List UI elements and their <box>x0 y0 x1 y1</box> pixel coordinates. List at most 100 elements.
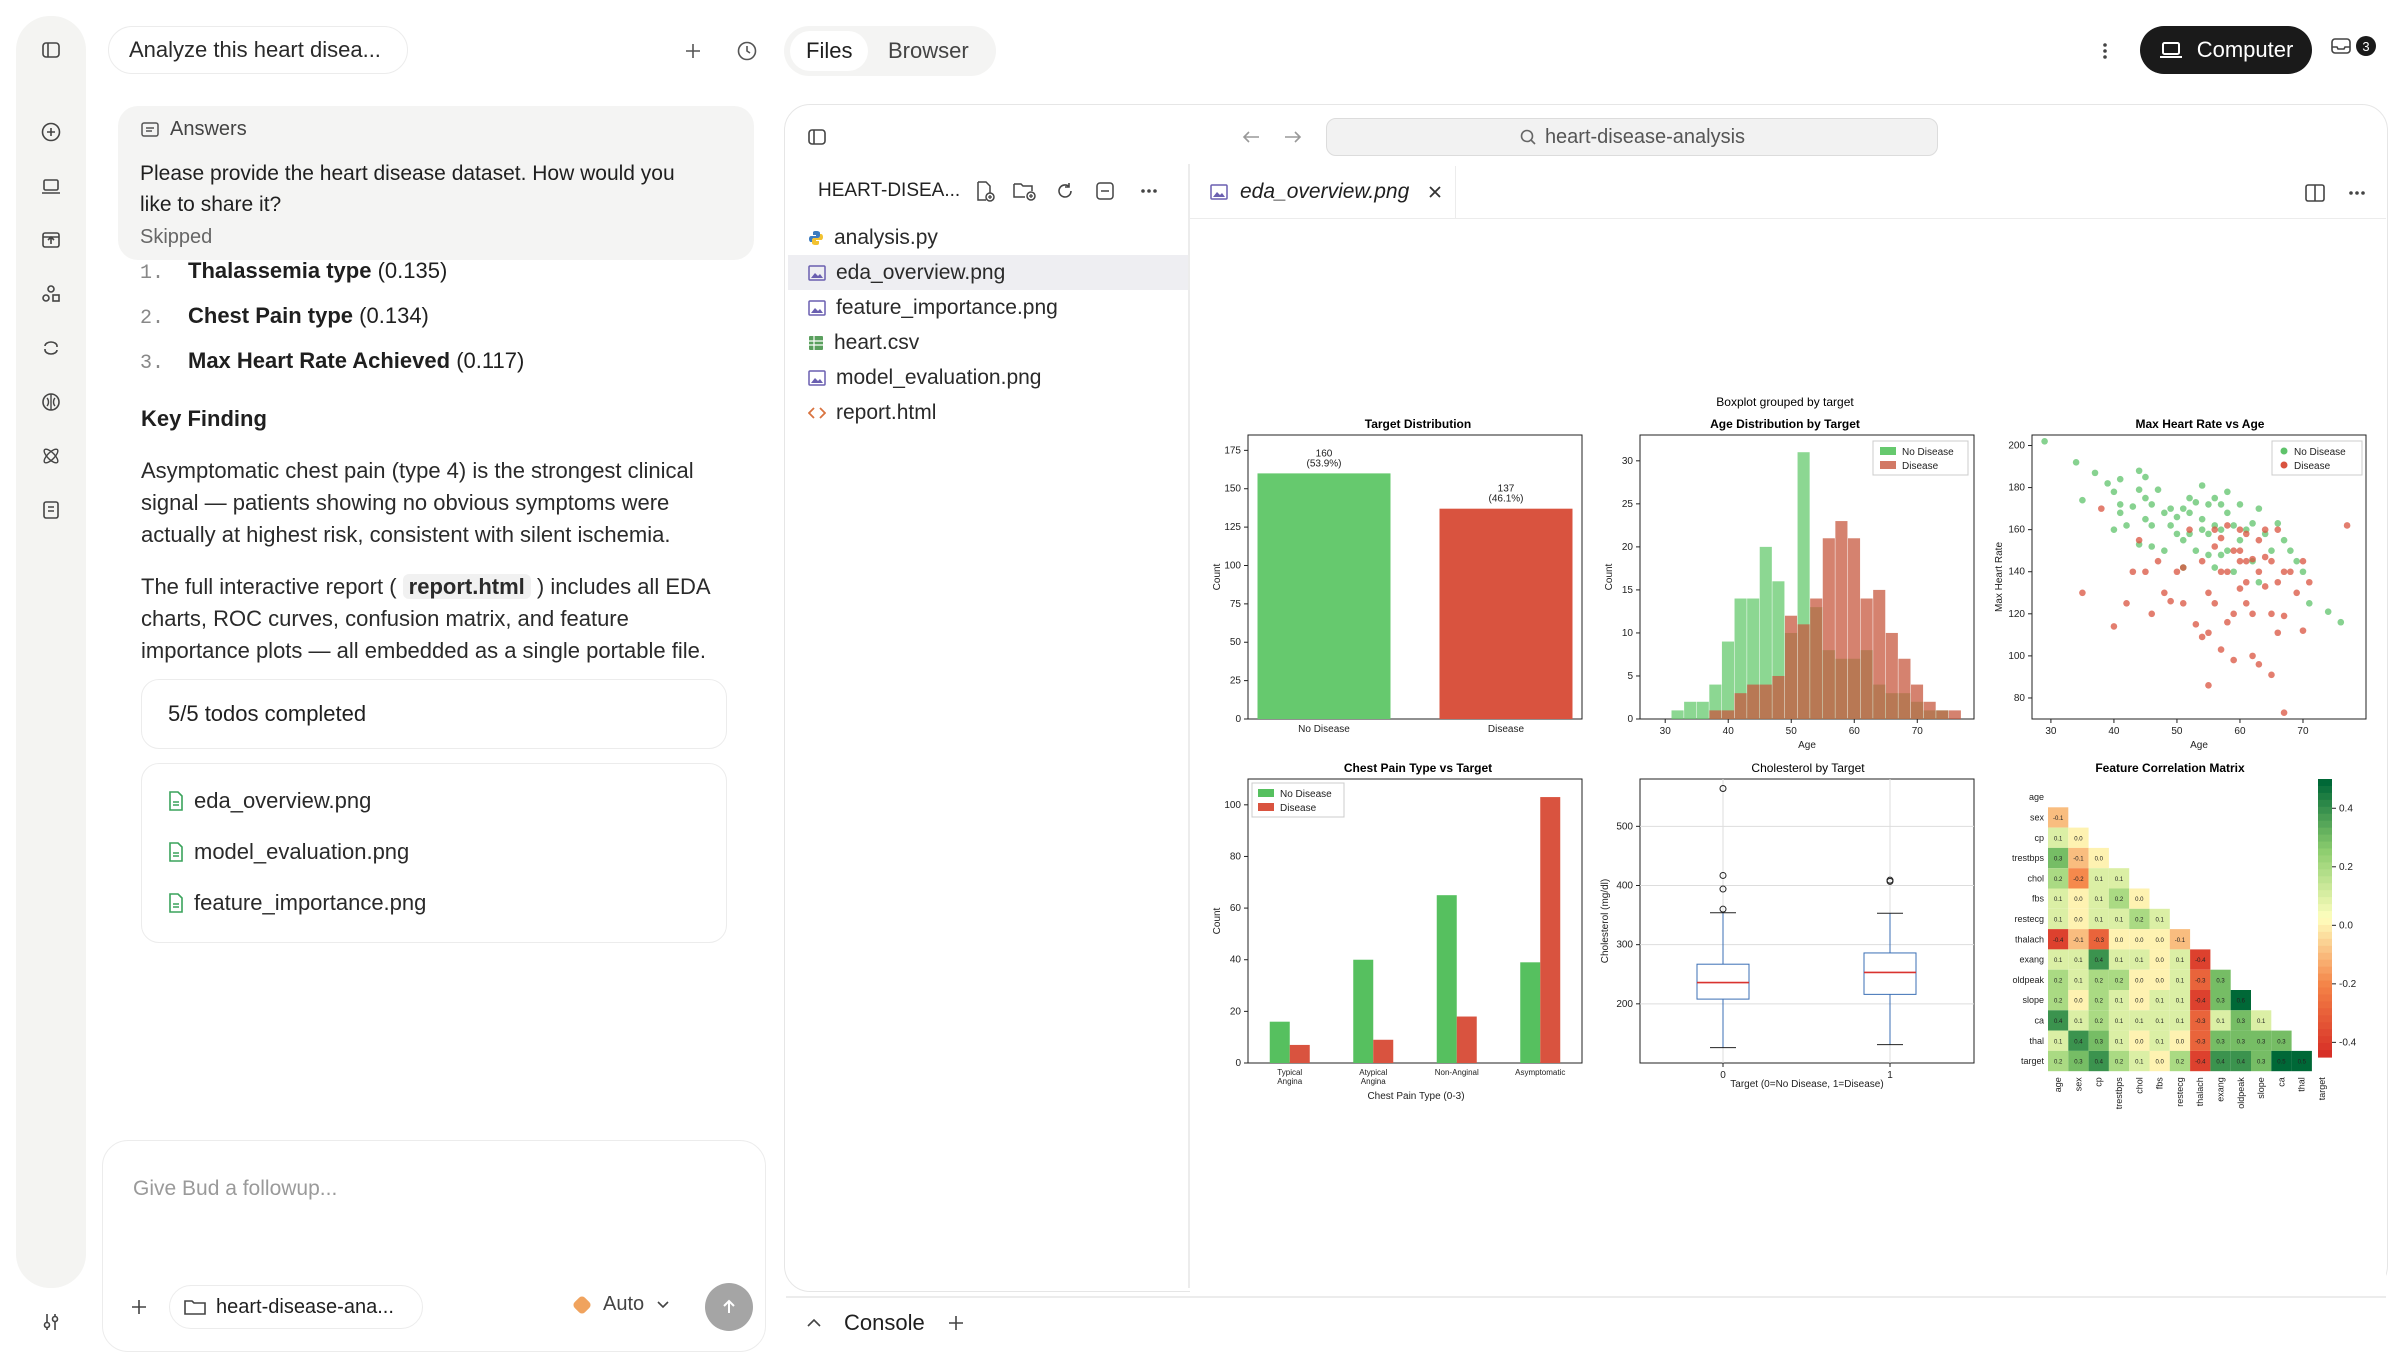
loop-icon[interactable] <box>27 324 75 372</box>
followup-input[interactable]: Give Bud a followup... <box>133 1177 338 1200</box>
inbox-button[interactable]: 3 <box>2330 36 2376 56</box>
sidebar-toggle-icon[interactable] <box>27 26 75 74</box>
scatter-point <box>2198 482 2206 489</box>
file-tree-item-selected[interactable]: eda_overview.png <box>788 255 1188 290</box>
new-file-icon[interactable] <box>970 176 1000 206</box>
new-chat-icon[interactable] <box>27 108 75 156</box>
settings-sliders-icon[interactable] <box>27 1298 75 1346</box>
file-tree-item[interactable]: heart.csv <box>788 325 1188 360</box>
histogram-bar <box>1759 546 1772 719</box>
cell-label: 0.1 <box>2054 897 2063 903</box>
explorer-root[interactable]: HEART-DISEA... <box>818 180 961 201</box>
heatmap-cell <box>2048 1030 2069 1051</box>
heatmap-cell <box>2088 969 2109 990</box>
shapes-icon[interactable] <box>27 270 75 318</box>
refresh-icon[interactable] <box>1050 176 1080 206</box>
file-tree-item[interactable]: report.html <box>788 395 1188 430</box>
cell-label: 0.1 <box>2135 1019 2144 1025</box>
laptop-icon[interactable] <box>27 162 75 210</box>
mode-selector[interactable]: Auto <box>571 1293 670 1316</box>
skipped-label: Skipped <box>140 226 213 248</box>
y-axis-label: Count <box>1212 563 1223 590</box>
file-tree-item[interactable]: model_evaluation.png <box>788 360 1188 395</box>
chat-title[interactable]: Analyze this heart disea... <box>108 26 408 74</box>
atom-icon[interactable] <box>27 432 75 480</box>
output-file-item[interactable]: model_evaluation.png <box>168 839 409 865</box>
legend-item: Disease <box>1280 803 1317 814</box>
heatmap-cell <box>2129 949 2150 970</box>
scatter-point <box>2098 505 2105 512</box>
console-add-icon[interactable] <box>947 1314 965 1332</box>
chevron-up-icon[interactable] <box>806 1317 822 1329</box>
cell-label: 0.0 <box>2095 857 2104 863</box>
split-view-icon[interactable] <box>2298 176 2332 210</box>
tab-files[interactable]: Files <box>790 31 869 71</box>
output-file-item[interactable]: feature_importance.png <box>168 890 426 916</box>
scatter-point <box>2211 599 2219 607</box>
scatter-point <box>2154 486 2162 493</box>
report-file-chip[interactable]: report.html <box>402 574 531 599</box>
x-tick-label: 60 <box>2234 726 2246 737</box>
y-tick-label: ca <box>2034 1015 2044 1025</box>
console-bar[interactable]: Console <box>806 1310 965 1336</box>
colorbar-tick-label: 0.4 <box>2339 803 2353 814</box>
heatmap-cell <box>2088 929 2109 950</box>
chart-title: Chest Pain Type vs Target <box>1344 761 1492 775</box>
scatter-point <box>2110 526 2118 533</box>
colorbar-segment <box>2318 1043 2332 1051</box>
scatter-point <box>2261 526 2269 533</box>
collapse-icon[interactable] <box>1090 176 1120 206</box>
editor-tab-active[interactable]: eda_overview.png <box>1190 166 1456 218</box>
back-arrow-icon[interactable] <box>1234 120 1268 154</box>
new-tab-plus-icon[interactable] <box>676 34 710 68</box>
brain-icon[interactable] <box>27 378 75 426</box>
more-horizontal-icon[interactable] <box>1134 176 1164 206</box>
chart-title: Age Distribution by Target <box>1710 417 1860 431</box>
left-rail <box>16 16 86 1288</box>
scatter-point <box>2205 589 2212 597</box>
cell-label: 0.1 <box>2135 958 2144 964</box>
histogram-bar <box>1910 684 1924 719</box>
tab-browser[interactable]: Browser <box>888 38 969 63</box>
heatmap-cell <box>2230 1010 2251 1031</box>
y-tick-label: trestbps <box>2012 853 2045 863</box>
more-horizontal-icon[interactable] <box>2340 176 2374 210</box>
address-bar[interactable]: heart-disease-analysis <box>1326 118 1938 156</box>
todos-summary[interactable]: 5/5 todos completed <box>141 679 727 749</box>
heatmap-cell <box>2068 1050 2089 1072</box>
console-label[interactable]: Console <box>844 1310 925 1335</box>
more-vertical-icon[interactable] <box>2090 34 2120 68</box>
x-tick-label: fbs <box>2155 1077 2165 1090</box>
new-folder-icon[interactable] <box>1010 176 1040 206</box>
notebook-icon[interactable] <box>27 486 75 534</box>
heatmap-cell <box>2210 1050 2231 1072</box>
scatter-point <box>2236 501 2244 508</box>
panel-toggle-icon[interactable] <box>800 120 834 154</box>
scatter-point <box>2205 530 2212 538</box>
histogram-bar <box>1822 538 1835 719</box>
y-tick-label: 80 <box>2014 693 2026 704</box>
upload-icon[interactable] <box>27 216 75 264</box>
cell-label: 0.1 <box>2176 999 2185 1005</box>
computer-button[interactable]: Computer <box>2140 26 2312 74</box>
x-axis-label: Chest Pain Type (0-3) <box>1367 1091 1464 1102</box>
close-icon[interactable] <box>1427 184 1443 200</box>
y-tick-label: 150 <box>1224 484 1241 495</box>
send-arrow-icon[interactable] <box>705 1283 753 1331</box>
heatmap-cell <box>2169 1050 2191 1072</box>
scatter-point <box>2249 520 2256 527</box>
output-file-item[interactable]: eda_overview.png <box>168 788 371 814</box>
chevron-down-icon <box>656 1300 670 1310</box>
folder-chip[interactable]: heart-disease-ana... <box>169 1285 423 1329</box>
box <box>1696 963 1750 1000</box>
file-tree-item[interactable]: feature_importance.png <box>788 290 1188 325</box>
scatter-point <box>2179 564 2187 571</box>
colorbar-segment <box>2318 792 2332 801</box>
forward-arrow-icon[interactable] <box>1276 120 1310 154</box>
history-clock-icon[interactable] <box>730 34 764 68</box>
scatter-point <box>2280 536 2288 544</box>
x-tick-label: restecg <box>2175 1077 2185 1107</box>
attach-plus-icon[interactable] <box>121 1289 157 1325</box>
scatter-point <box>2135 536 2143 544</box>
file-tree-item[interactable]: analysis.py <box>788 220 1188 255</box>
